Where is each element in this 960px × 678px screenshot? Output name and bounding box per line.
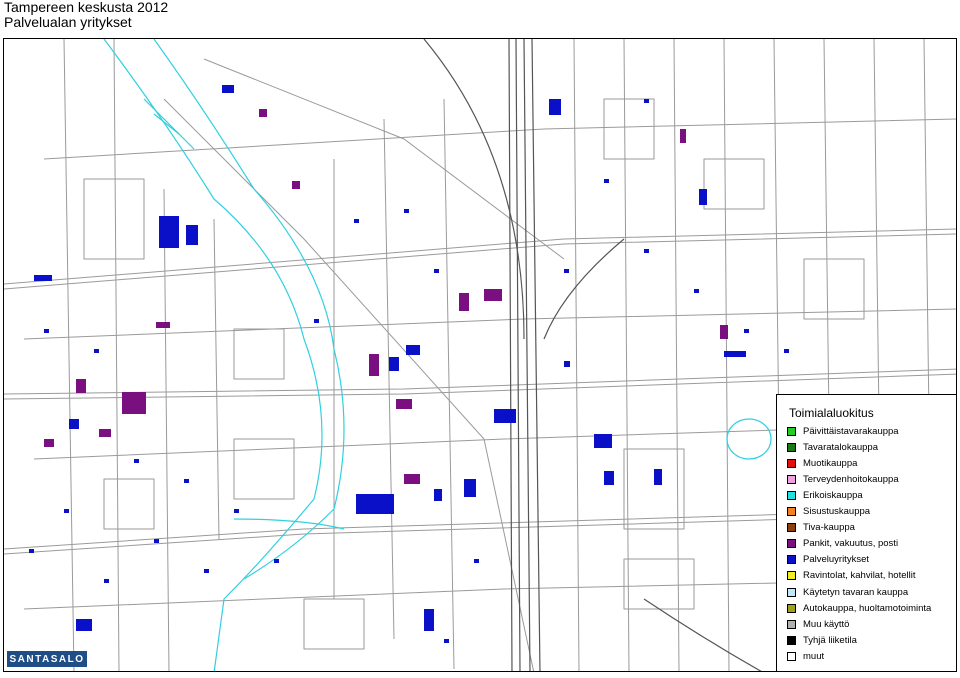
street bbox=[4, 508, 956, 550]
legend-item: Tiva-kauppa bbox=[787, 521, 855, 535]
business-block bbox=[594, 434, 612, 448]
legend-swatch bbox=[787, 571, 796, 581]
business-block bbox=[604, 471, 614, 485]
map-canvas[interactable] bbox=[3, 38, 957, 672]
business-block bbox=[720, 325, 728, 339]
business-block bbox=[34, 275, 52, 281]
business-block bbox=[564, 361, 570, 367]
business-block bbox=[369, 354, 379, 376]
santasalo-logo: SANTASALO bbox=[7, 651, 87, 667]
map-subtitle: Palvelualan yritykset bbox=[4, 14, 132, 30]
map-svg bbox=[4, 39, 956, 671]
legend-label: Muu käyttö bbox=[803, 618, 850, 630]
business-block bbox=[654, 469, 662, 485]
business-block bbox=[76, 379, 86, 393]
legend-label: Terveydenhoitokauppa bbox=[803, 473, 899, 485]
legend-swatch bbox=[787, 458, 796, 468]
business-block bbox=[549, 99, 561, 115]
business-block bbox=[44, 439, 54, 447]
legend-item: Terveydenhoitokauppa bbox=[787, 472, 899, 486]
legend-swatch bbox=[787, 587, 796, 597]
business-block bbox=[494, 409, 516, 423]
legend-label: Palveluyritykset bbox=[803, 554, 869, 566]
business-locations bbox=[34, 85, 746, 631]
business-block bbox=[459, 293, 469, 311]
legend-swatch bbox=[787, 635, 796, 645]
business-block bbox=[484, 289, 502, 301]
legend-swatch bbox=[787, 442, 796, 452]
business-block bbox=[396, 399, 412, 409]
business-block bbox=[69, 419, 79, 429]
business-block bbox=[406, 345, 420, 355]
legend-swatch bbox=[787, 651, 796, 661]
business-block bbox=[99, 429, 111, 437]
legend-item: Tavaratalokauppa bbox=[787, 440, 878, 454]
business-block bbox=[156, 322, 170, 328]
legend-swatch bbox=[787, 539, 796, 549]
legend-label: Pankit, vakuutus, posti bbox=[803, 538, 899, 550]
business-block bbox=[222, 85, 234, 93]
business-block bbox=[680, 129, 686, 143]
legend-label: Sisustuskauppa bbox=[803, 506, 871, 517]
legend-item: Tyhjä liiketila bbox=[787, 633, 857, 647]
legend-item: Pankit, vakuutus, posti bbox=[787, 537, 898, 551]
legend-swatch bbox=[787, 619, 796, 629]
legend-label: Tavaratalokauppa bbox=[803, 441, 878, 453]
business-dots bbox=[29, 99, 789, 643]
business-block bbox=[389, 357, 399, 371]
legend-label: Autokauppa, huoltamotoiminta bbox=[803, 602, 932, 614]
legend-item: Palveluyritykset bbox=[787, 553, 869, 567]
map-title-block: Tampereen keskusta 2012 Palvelualan yrit… bbox=[4, 0, 168, 30]
legend-item: Sisustuskauppa bbox=[787, 505, 870, 519]
business-block bbox=[434, 489, 442, 501]
railway bbox=[423, 39, 762, 671]
legend-label: Käytetyn tavaran kauppa bbox=[803, 586, 909, 598]
business-block bbox=[122, 392, 146, 414]
legend-label: Tyhjä liiketila bbox=[803, 634, 857, 646]
legend-item: Erikoiskauppa bbox=[787, 488, 863, 502]
legend-swatch bbox=[787, 555, 796, 565]
legend-item: Muu käyttö bbox=[787, 617, 849, 631]
business-block bbox=[424, 609, 434, 631]
legend-title: Toimialaluokitus bbox=[789, 406, 874, 420]
legend-label: Tiva-kauppa bbox=[803, 522, 855, 534]
legend-swatch bbox=[787, 490, 796, 500]
business-block bbox=[159, 216, 179, 248]
map-title: Tampereen keskusta 2012 bbox=[4, 0, 169, 15]
legend-swatch bbox=[787, 474, 796, 484]
legend-item: Autokauppa, huoltamotoiminta bbox=[787, 601, 931, 615]
legend-swatch bbox=[787, 426, 796, 436]
legend-item: Ravintolat, kahvilat, hotellit bbox=[787, 569, 915, 583]
street bbox=[4, 513, 956, 555]
river-shore bbox=[103, 39, 772, 671]
business-block bbox=[186, 225, 198, 245]
street bbox=[4, 233, 956, 290]
legend-label: muut bbox=[803, 650, 825, 662]
business-block bbox=[724, 351, 746, 357]
legend-item: Muotikauppa bbox=[787, 456, 857, 470]
business-block bbox=[356, 494, 394, 514]
legend-swatch bbox=[787, 523, 796, 533]
business-block bbox=[699, 189, 707, 205]
business-block bbox=[76, 619, 92, 631]
business-block bbox=[292, 181, 300, 189]
legend-label: Ravintolat, kahvilat, hotellit bbox=[803, 570, 916, 582]
legend-swatch bbox=[787, 507, 796, 516]
legend-label: Muotikauppa bbox=[803, 457, 858, 469]
legend-item: Käytetyn tavaran kauppa bbox=[787, 585, 908, 599]
street bbox=[4, 368, 956, 395]
map-legend: Toimialaluokitus Päivittäistavarakauppa T… bbox=[776, 394, 957, 672]
legend-item: muut bbox=[787, 649, 824, 663]
legend-label: Päivittäistavarakauppa bbox=[803, 425, 899, 437]
business-block bbox=[404, 474, 420, 484]
legend-label: Erikoiskauppa bbox=[803, 489, 863, 501]
legend-item: Päivittäistavarakauppa bbox=[787, 424, 899, 438]
business-block bbox=[464, 479, 476, 497]
business-block bbox=[259, 109, 267, 117]
logo-text: SANTASALO bbox=[9, 653, 85, 665]
legend-swatch bbox=[787, 603, 796, 613]
